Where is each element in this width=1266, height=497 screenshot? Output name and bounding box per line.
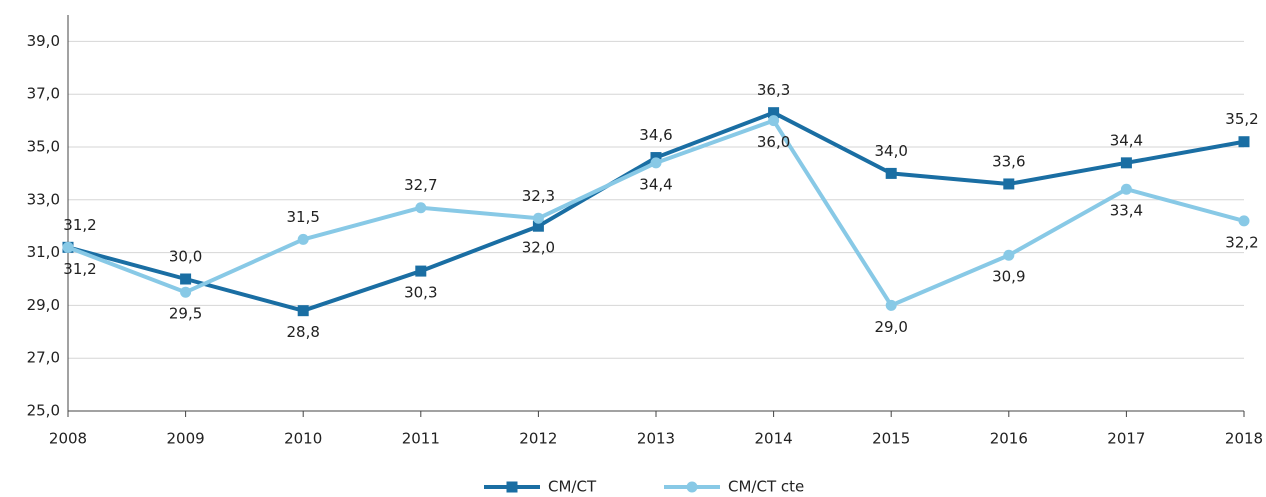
- data-label: 33,4: [1110, 202, 1143, 220]
- data-label: 31,5: [286, 208, 319, 226]
- data-label: 29,5: [169, 305, 202, 323]
- marker: [885, 299, 897, 311]
- data-label: 34,6: [639, 126, 672, 144]
- data-label: 36,3: [757, 81, 790, 99]
- marker: [180, 286, 192, 298]
- data-label: 32,0: [522, 239, 555, 257]
- marker: [650, 157, 662, 169]
- data-label: 34,4: [1110, 131, 1143, 149]
- series-line: [67, 118, 1245, 308]
- marker: [532, 212, 544, 224]
- data-label: 30,3: [404, 284, 437, 302]
- marker: [768, 115, 780, 127]
- data-label: 32,7: [404, 176, 437, 194]
- marker: [180, 273, 192, 285]
- marker: [506, 481, 518, 493]
- data-label: 33,6: [992, 152, 1025, 170]
- marker: [1003, 178, 1015, 190]
- marker: [297, 305, 309, 317]
- data-label: 35,2: [1225, 110, 1258, 128]
- data-label: 32,3: [522, 187, 555, 205]
- data-label: 30,0: [169, 248, 202, 266]
- data-label: 34,4: [639, 175, 672, 193]
- y-tick-label: 35,0: [27, 138, 60, 156]
- data-label: 32,2: [1225, 233, 1258, 251]
- x-tick-label: 2011: [402, 430, 440, 448]
- data-label: 30,9: [992, 268, 1025, 286]
- y-tick-label: 33,0: [27, 190, 60, 208]
- x-tick-label: 2012: [519, 430, 557, 448]
- marker: [768, 107, 780, 119]
- marker: [1003, 249, 1015, 261]
- y-tick-label: 39,0: [27, 32, 60, 50]
- x-tick-label: 2014: [755, 430, 793, 448]
- marker: [415, 265, 427, 277]
- marker: [885, 167, 897, 179]
- legend-label: CM/CT cte: [728, 478, 804, 494]
- data-label: 29,0: [874, 318, 907, 336]
- marker: [1120, 183, 1132, 195]
- y-tick-label: 31,0: [27, 243, 60, 261]
- data-label: 28,8: [286, 323, 319, 341]
- legend-label: CM/CT: [548, 478, 597, 494]
- marker: [62, 241, 74, 253]
- data-label: 36,0: [757, 133, 790, 151]
- y-tick-label: 27,0: [27, 349, 60, 367]
- data-label: 31,2: [63, 216, 96, 234]
- marker: [1120, 157, 1132, 169]
- marker: [686, 481, 698, 493]
- marker: [415, 202, 427, 214]
- x-tick-label: 2009: [167, 430, 205, 448]
- y-tick-label: 37,0: [27, 85, 60, 103]
- x-tick-label: 2010: [284, 430, 322, 448]
- x-tick-label: 2017: [1107, 430, 1145, 448]
- marker: [532, 220, 544, 232]
- marker: [1238, 136, 1250, 148]
- marker: [1238, 215, 1250, 227]
- y-tick-label: 25,0: [27, 402, 60, 420]
- x-tick-label: 2015: [872, 430, 910, 448]
- x-tick-label: 2018: [1225, 430, 1263, 448]
- data-label: 31,2: [63, 260, 96, 278]
- data-label: 34,0: [874, 142, 907, 160]
- x-tick-label: 2016: [990, 430, 1028, 448]
- y-tick-label: 29,0: [27, 296, 60, 314]
- x-tick-label: 2008: [49, 430, 87, 448]
- x-tick-label: 2013: [637, 430, 675, 448]
- marker: [297, 233, 309, 245]
